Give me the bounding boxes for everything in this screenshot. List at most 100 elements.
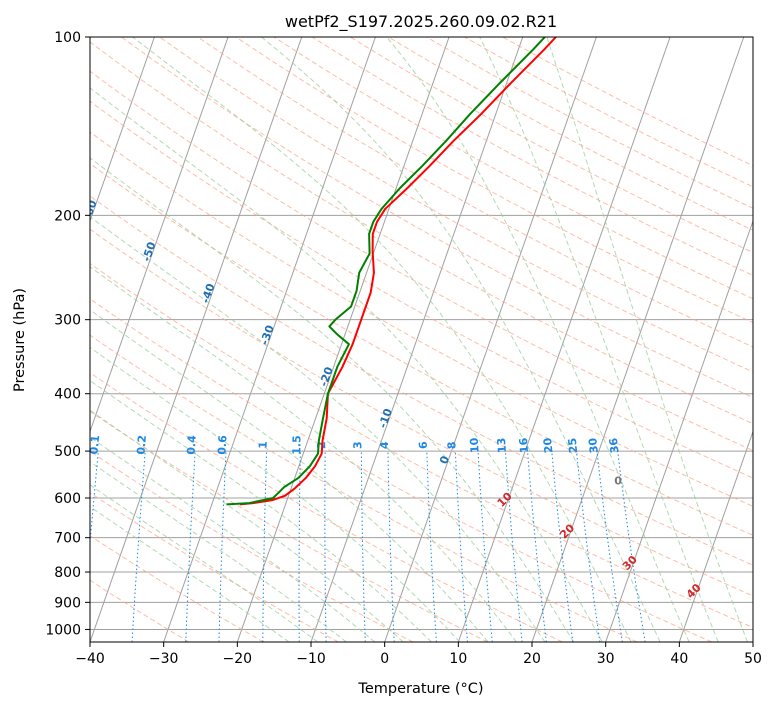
x-tick-label: 50 — [744, 651, 762, 667]
temperature-profile-line — [239, 37, 557, 506]
mixing-ratio-line — [617, 451, 646, 642]
mixing-ratio-label: 10 — [468, 437, 482, 453]
x-tick-label: 30 — [597, 651, 615, 667]
moist-adiabat — [90, 216, 546, 642]
mixing-ratio-line — [596, 451, 623, 642]
mixing-ratio-label: 0.6 — [216, 435, 230, 455]
moist-adiabat — [90, 484, 319, 642]
y-tick-label: 100 — [54, 30, 81, 46]
isotherm-label: -30 — [258, 323, 277, 346]
axis-layer: −40 −30 −20 −10 0 10 20 30 40 5010009008007006005… — [45, 30, 762, 667]
isotherm-line — [752, 640, 753, 642]
dry-adiabat — [90, 262, 753, 629]
moist-adiabat — [90, 379, 432, 642]
x-tick-label: −40 — [75, 651, 105, 667]
mixing-ratio-label: 0.2 — [134, 435, 148, 455]
isotherm-label: -50 — [140, 240, 159, 263]
mixing-ratio-line — [575, 451, 601, 642]
mixing-ratio-line — [477, 451, 493, 642]
isotherm-label: 0 — [437, 454, 452, 466]
moist-adiabat — [90, 506, 290, 642]
moist-adiabat — [546, 37, 748, 642]
x-tick-label: 40 — [670, 651, 688, 667]
mixing-ratio-label: 16 — [517, 437, 531, 454]
dry-adiabat — [90, 131, 753, 507]
moist-adiabat — [90, 266, 517, 642]
y-tick-label: 500 — [54, 444, 81, 460]
mixing-ratio-label: 1.5 — [290, 435, 303, 455]
mixing-ratio-label: 25 — [566, 437, 581, 454]
y-tick-label: 900 — [54, 595, 81, 611]
mixing-ratio-label: 13 — [495, 437, 509, 453]
dry-adiabat — [90, 579, 190, 642]
x-tick-label: 0 — [380, 651, 389, 667]
isotherm-label: -10 — [376, 407, 395, 430]
data-layer — [226, 37, 557, 506]
dry-adiabat — [90, 410, 488, 642]
dry-adiabat — [90, 70, 753, 452]
isotherm-line — [531, 37, 745, 642]
x-axis-label: Temperature (°C) — [357, 681, 483, 697]
isotherm-line — [90, 37, 303, 642]
isotherm-line — [310, 37, 524, 642]
dry-adiabat — [235, 37, 753, 324]
mixing-ratio-label: 8 — [445, 441, 458, 449]
plot-frame — [89, 36, 754, 643]
mixing-ratio-label: 0.1 — [87, 434, 102, 455]
mixing-ratio-label: 0.4 — [185, 434, 199, 455]
zero-isotherm-label: 0 — [614, 474, 622, 487]
mixing-ratio-label: 20 — [541, 437, 555, 454]
mixing-ratio-line — [504, 451, 523, 642]
isotherm-line — [90, 37, 155, 223]
dry-adiabat — [273, 37, 753, 300]
y-tick-label: 1000 — [45, 622, 81, 638]
mixing-ratio-label: 30 — [586, 437, 601, 454]
moist-adiabat — [90, 309, 489, 642]
dry-adiabat — [90, 162, 753, 536]
mixing-ratio-label: 6 — [417, 441, 430, 449]
y-tick-label: 600 — [54, 491, 81, 507]
x-tick-label: −10 — [296, 651, 326, 667]
moist-adiabat — [90, 436, 376, 642]
y-tick-label: 300 — [54, 313, 81, 329]
isotherm-line — [0, 37, 7, 642]
moist-adiabat — [90, 87, 603, 642]
dry-adiabat — [159, 37, 753, 373]
y-tick-label: 200 — [54, 208, 81, 224]
y-tick-label: 400 — [54, 387, 81, 403]
moist-adiabat — [261, 37, 661, 642]
moist-adiabat — [90, 409, 404, 642]
dewpoint-profile-line — [226, 37, 546, 506]
isotherm-label: -60 — [81, 198, 100, 221]
isotherm-label: -70 — [22, 157, 41, 180]
isotherm-line — [457, 37, 671, 642]
moist-adiabat — [479, 37, 719, 642]
moist-adiabat — [90, 157, 575, 642]
isotherm-line — [605, 219, 753, 642]
dry-adiabat — [90, 100, 753, 479]
mixing-ratio-label: 1 — [256, 441, 269, 449]
dry-adiabat — [197, 37, 753, 348]
moist-adiabat — [90, 461, 347, 642]
dry-adiabat — [90, 228, 753, 597]
x-tick-label: −20 — [223, 651, 253, 667]
y-tick-label: 700 — [54, 531, 81, 547]
mixing-ratio-line — [527, 451, 547, 642]
dry-adiabat — [90, 334, 638, 642]
y-tick-label: 800 — [54, 565, 81, 581]
isotherm-line — [384, 37, 597, 642]
grid-layer — [0, 37, 753, 642]
isotherm-line — [163, 37, 376, 642]
mixing-ratio-label: 36 — [607, 437, 622, 454]
isotherm-line — [90, 37, 229, 434]
x-tick-label: 10 — [449, 651, 467, 667]
x-tick-label: −30 — [149, 651, 179, 667]
moist-adiabat — [386, 37, 690, 642]
dry-adiabat — [90, 450, 414, 642]
mixing-ratio-label: 3 — [351, 441, 364, 449]
isotherm-label: -40 — [199, 282, 218, 305]
isotherm-line — [678, 430, 753, 642]
dry-adiabat — [90, 372, 563, 642]
y-axis-label: Pressure (hPa) — [12, 288, 28, 392]
